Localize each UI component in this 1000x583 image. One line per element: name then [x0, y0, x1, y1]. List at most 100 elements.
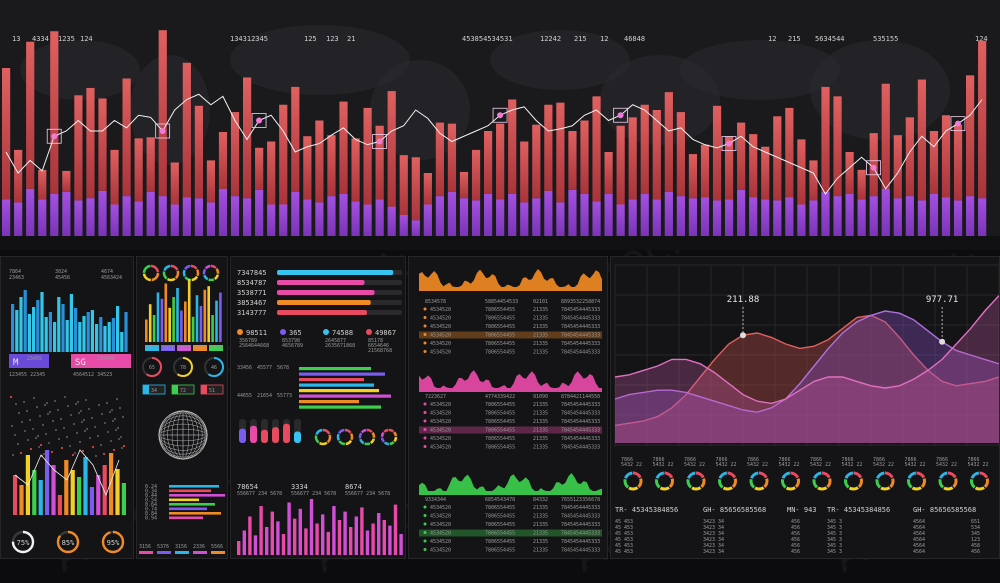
top-chart-baseline-strip [0, 236, 1000, 250]
legend-label: 98511 [246, 329, 267, 337]
world-map-shape [230, 25, 410, 95]
bar-segment-purple [98, 190, 107, 236]
mid-horizontal-bar [299, 383, 374, 387]
cyan-bar [65, 320, 69, 352]
table-cell: 4534520 [430, 539, 451, 545]
donut-segment [970, 471, 989, 491]
table-cell: 7806554455 [485, 436, 515, 442]
map-dot [50, 450, 54, 454]
year-tag [145, 345, 159, 351]
top-number-label: 124 [80, 35, 93, 43]
table-row-dot [423, 333, 427, 336]
magenta-column-bar [337, 520, 342, 555]
rainbow-column-bar [38, 480, 43, 515]
bar-group-label: 45577 [257, 365, 272, 371]
table-cell: 7806554455 [485, 402, 515, 408]
donut-segment [686, 471, 706, 491]
marker-dot [870, 164, 877, 171]
map-dot [42, 452, 46, 456]
bar-segment-red [652, 110, 661, 200]
mini-footer-bar [193, 551, 207, 554]
map-dot [53, 399, 57, 403]
bar-segment-red [761, 146, 770, 200]
bar-segment-purple [893, 198, 902, 236]
column-three-charts: 7347845 8534787 3538771 3853467 3143777 98511… [237, 269, 403, 555]
annotation-dot [740, 332, 746, 339]
rainbow-column-bar [102, 465, 107, 515]
bar-segment-purple [941, 197, 951, 236]
bar-segment-red [218, 132, 228, 189]
map-dot [39, 443, 43, 447]
bar-segment-purple [327, 196, 336, 236]
tag-sub: 123455 22345 [9, 372, 45, 378]
map-dot [109, 439, 113, 443]
bar-segment-purple [206, 202, 216, 236]
bar-segment-red [2, 68, 11, 200]
cyan-bar [57, 297, 61, 352]
bar-segment-purple [845, 194, 854, 236]
mini-footer-value: 3156 [139, 544, 151, 550]
map-dot [44, 432, 48, 436]
hbar-label: 7347845 [237, 269, 267, 277]
tag-sub: 4564512 34523 [73, 372, 112, 378]
donut-segment [336, 428, 354, 446]
bar-segment-purple [158, 196, 167, 236]
table-cell: 7845454445333 [561, 333, 600, 339]
table-header: 8893532258874 [561, 299, 600, 305]
mini-horizontal-bar [169, 489, 211, 493]
map-dot [88, 436, 92, 440]
bar-segment-purple [833, 196, 842, 236]
bottom-code: GH- 85656585568 [703, 506, 766, 514]
map-dot [26, 438, 30, 442]
map-dot [72, 422, 76, 426]
donut-segment [718, 471, 737, 491]
cyan-bar [11, 304, 15, 352]
bar-segment-purple [749, 197, 758, 236]
map-dot [34, 436, 38, 440]
bottom-code-row: 3423 34 [703, 525, 724, 531]
marker-box [372, 134, 387, 149]
small-donut [182, 264, 200, 282]
magenta-column-bar [388, 525, 392, 555]
table-row-dot [423, 522, 427, 526]
table-row-dot [423, 324, 427, 328]
table-cell: 7806554455 [485, 428, 515, 434]
table-cell: 4534520 [430, 428, 451, 434]
cyan-bar [99, 317, 103, 352]
table-cell: 7845454445333 [561, 436, 600, 442]
table-row-highlight [419, 529, 602, 537]
world-map-shape [20, 40, 140, 100]
donut-segment [970, 471, 989, 491]
bar-segment-purple [2, 199, 11, 236]
ring-donut [380, 428, 398, 446]
mini-bar-label: 0.64 [145, 502, 157, 508]
map-dot [77, 411, 81, 415]
table-header: 7223627 [425, 394, 446, 400]
table-row-dot [423, 419, 427, 423]
bar-segment-red [375, 125, 384, 200]
gradient-column-bar [172, 297, 175, 342]
ring-caption: 7866 [842, 457, 854, 463]
bar-segment-purple [279, 204, 288, 236]
legend-label: 74588 [332, 329, 353, 337]
area-fill [615, 311, 999, 443]
donut-segment [907, 471, 926, 491]
bar-segment-purple [303, 199, 312, 236]
donut-segment [655, 471, 674, 491]
table-cell: 21335 [533, 402, 548, 408]
map-dot [108, 410, 112, 414]
bar-segment-red [182, 62, 191, 198]
bottom-code-row: 345 3 [827, 549, 842, 555]
bar-segment-red [857, 169, 866, 200]
table-cell: 7806554455 [485, 350, 515, 356]
top-number-label: 46848 [624, 35, 645, 43]
bar-segment-red [905, 117, 914, 197]
bar-segment-purple [423, 204, 432, 236]
donut-segment [182, 264, 200, 282]
table-cell: 21335 [533, 333, 548, 339]
table-cell: 7845454445333 [561, 505, 600, 511]
donut-segment [314, 428, 332, 446]
top-number-label: 12 [768, 35, 776, 43]
rainbow-ring [907, 471, 926, 491]
donut-segment [938, 471, 958, 491]
